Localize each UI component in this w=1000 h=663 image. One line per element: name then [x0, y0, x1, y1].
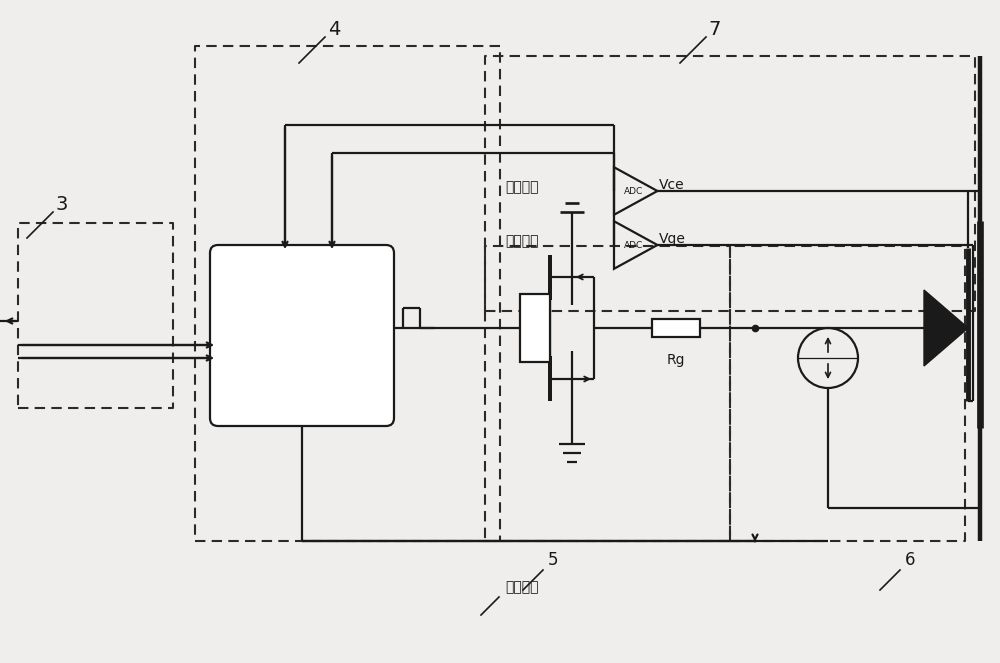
Text: Vce: Vce — [659, 178, 684, 192]
Text: 7: 7 — [708, 20, 720, 39]
Text: Vge: Vge — [659, 232, 686, 246]
Text: 4: 4 — [328, 20, 340, 39]
Text: 6: 6 — [905, 551, 916, 569]
Text: 5: 5 — [548, 551, 559, 569]
Text: 采样数据: 采样数据 — [505, 234, 538, 248]
Bar — [652, 319, 700, 337]
Text: Rg: Rg — [667, 353, 685, 367]
Text: 3: 3 — [55, 195, 67, 214]
Text: ADC: ADC — [624, 241, 643, 249]
Text: ADC: ADC — [624, 186, 643, 196]
Bar — [520, 294, 550, 362]
Text: 控制信号: 控制信号 — [505, 580, 538, 594]
Polygon shape — [924, 290, 968, 366]
Text: 采样数据: 采样数据 — [505, 180, 538, 194]
FancyBboxPatch shape — [210, 245, 394, 426]
